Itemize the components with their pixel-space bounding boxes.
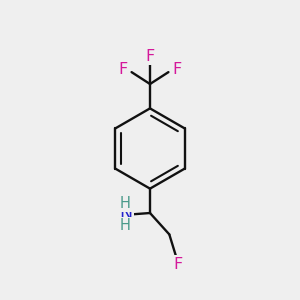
Text: F: F <box>172 62 182 77</box>
Text: H: H <box>120 218 131 233</box>
Text: F: F <box>146 49 154 64</box>
Text: F: F <box>118 62 128 77</box>
Text: F: F <box>173 256 182 272</box>
Text: N: N <box>119 206 132 224</box>
Text: H: H <box>120 196 131 211</box>
